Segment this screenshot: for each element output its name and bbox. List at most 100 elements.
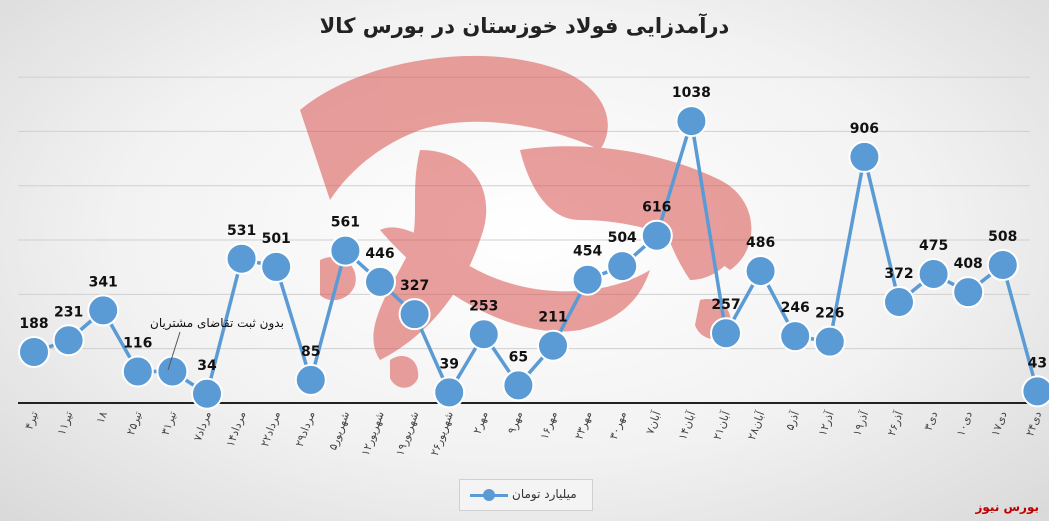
x-tick-label: ۷مرداد — [191, 409, 214, 442]
data-label: 253 — [469, 298, 498, 314]
data-point — [502, 369, 535, 402]
annotation-pointer — [167, 331, 181, 371]
data-labels: 188 231 341 116 34 531 501 85 561 446 327 39 253 65 21… — [19, 85, 1047, 374]
data-point — [364, 265, 396, 298]
x-tick-label: ۲۲مرداد — [258, 409, 283, 448]
data-point — [18, 335, 50, 368]
data-point — [467, 318, 500, 351]
data-label: 408 — [954, 256, 983, 272]
x-tick-label: ۲۴دی — [1023, 409, 1044, 437]
x-tick-label: ۱۴آبان — [675, 408, 699, 441]
x-tick-label: ۱۴مرداد — [224, 409, 249, 448]
brand-logo-text: بورس نیوز — [975, 500, 1039, 514]
data-label: 34 — [197, 358, 217, 374]
data-point — [779, 320, 812, 353]
data-label: 504 — [608, 230, 637, 246]
data-label: 454 — [573, 244, 602, 260]
data-point — [260, 250, 293, 283]
data-label: 1038 — [672, 85, 711, 101]
x-tick-label: ۳دی — [922, 409, 941, 432]
x-tick-label: ۲۵تیر — [124, 410, 145, 437]
data-label: 508 — [988, 229, 1017, 245]
data-label: 246 — [781, 300, 810, 316]
data-point — [1021, 375, 1049, 408]
x-tick-label: ۱۷دی — [989, 409, 1010, 437]
x-tick-label: ۱۸ — [94, 410, 110, 426]
data-point — [813, 325, 846, 358]
x-tick-label: ۲۱آبان — [710, 408, 734, 441]
data-label: 906 — [850, 121, 879, 137]
data-point — [121, 355, 154, 388]
x-tick-label: ۹مهر — [505, 409, 525, 435]
data-label: 327 — [400, 278, 429, 294]
data-point — [744, 255, 777, 288]
data-point — [606, 250, 639, 283]
data-point — [433, 376, 466, 409]
x-tick-labels: ۴تیر ۱۱تیر ۱۸ ۲۵تیر ۳۱تیر ۷مرداد ۱۴مرداد ۲۲مردا… — [22, 408, 1044, 457]
data-label: 231 — [54, 304, 83, 320]
x-tick-label: ۱۲آذر — [815, 408, 837, 437]
data-point — [294, 363, 327, 396]
series-points — [18, 105, 1049, 410]
data-point — [87, 294, 120, 327]
x-tick-label: ۱۲شهریور — [359, 410, 387, 458]
data-point — [986, 249, 1019, 282]
x-tick-label: ۲۹مرداد — [293, 409, 318, 448]
data-label: 341 — [89, 274, 118, 290]
data-point — [883, 285, 915, 318]
data-point — [640, 219, 673, 252]
data-label: 188 — [19, 316, 48, 332]
data-label: 531 — [227, 223, 256, 239]
data-label: 211 — [538, 310, 567, 326]
data-label: 65 — [509, 349, 528, 365]
data-point — [156, 355, 189, 388]
data-label: 226 — [815, 306, 844, 322]
data-label: 85 — [301, 344, 320, 360]
data-point — [675, 105, 708, 138]
annotation-text: بدون ثبت تقاضای مشتریان — [150, 316, 284, 330]
data-label: 43 — [1028, 355, 1047, 371]
data-label: 561 — [331, 215, 360, 231]
data-point — [398, 298, 431, 331]
legend-dot-marker — [483, 489, 495, 501]
data-label: 475 — [919, 238, 948, 254]
x-tick-label: ۷آبان — [642, 408, 664, 436]
x-tick-label: ۱۰دی — [954, 409, 975, 437]
x-tick-label: ۲مهر — [471, 409, 491, 435]
x-tick-label: ۵آذر — [782, 408, 802, 432]
watermark-logo — [300, 55, 752, 388]
x-tick-label: ۴تیر — [22, 410, 41, 432]
data-label: 116 — [123, 335, 152, 351]
x-tick-label: ۵شهریور — [326, 410, 352, 452]
data-label: 446 — [365, 246, 394, 262]
x-tick-label: ۳۱تیر — [159, 410, 180, 437]
data-point — [329, 234, 362, 267]
data-label: 39 — [439, 356, 458, 372]
legend: میلیارد تومان — [459, 479, 593, 511]
data-label: 501 — [262, 231, 291, 247]
x-tick-label: ۱۶مهر — [538, 409, 560, 441]
data-point — [225, 242, 258, 275]
data-label: 257 — [711, 297, 740, 313]
legend-series-name: میلیارد تومان — [512, 487, 577, 501]
data-point — [571, 263, 604, 296]
data-label: 486 — [746, 235, 775, 251]
data-point — [710, 317, 742, 350]
data-point — [917, 257, 950, 290]
x-tick-label: ۲۸آبان — [744, 408, 768, 441]
x-tick-label: ۲۳مهر — [572, 409, 594, 441]
x-tick-label: ۳۰مهر — [607, 409, 629, 441]
x-tick-label: ۱۹آذر — [849, 408, 871, 437]
data-point — [537, 329, 569, 362]
x-tick-label: ۲۶شهریور — [428, 410, 456, 458]
data-point — [52, 324, 85, 357]
x-tick-label: ۱۹شهریور — [393, 410, 421, 458]
data-label: 616 — [642, 200, 671, 216]
x-tick-label: ۱۱تیر — [55, 410, 76, 437]
chart-title: درآمدزایی فولاد خوزستان در بورس کالا — [319, 14, 730, 38]
x-tick-label: ۲۶آذر — [884, 408, 906, 437]
data-label: 372 — [884, 266, 913, 282]
data-point — [848, 140, 881, 173]
data-point — [952, 276, 985, 309]
